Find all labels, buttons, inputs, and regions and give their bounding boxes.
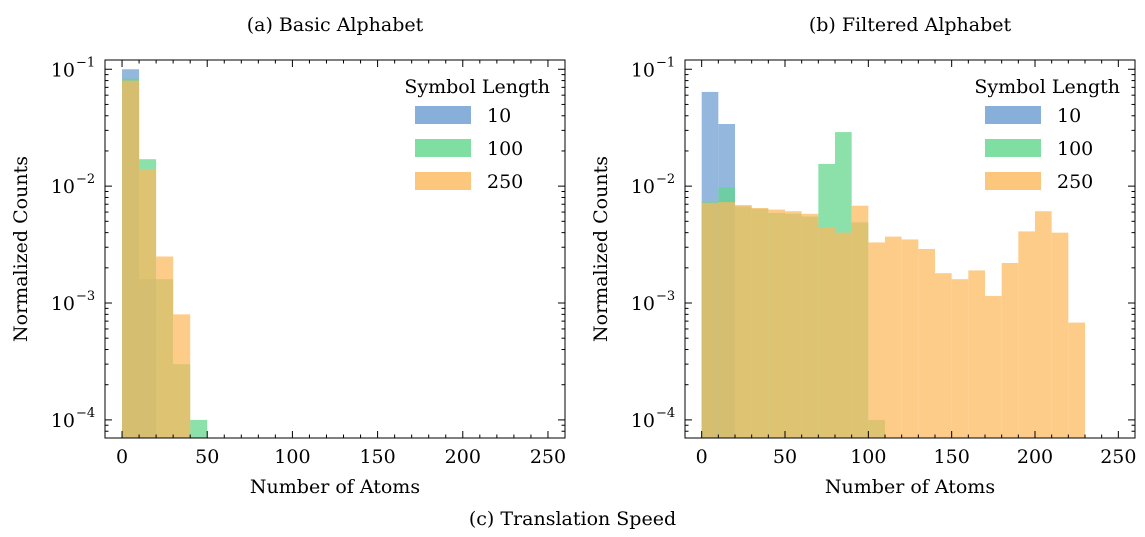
bar-series-250-bin-20 <box>1035 211 1052 438</box>
x-tick-label: 0 <box>696 446 708 468</box>
y-tick-base: 10 <box>631 410 655 432</box>
bar-series-100-bin-4 <box>190 419 208 438</box>
y-tick-base: 10 <box>631 176 655 198</box>
legend-swatch-10 <box>985 106 1041 124</box>
y-tick-exponent: −2 <box>656 172 675 187</box>
bar-series-250-bin-18 <box>1001 262 1019 438</box>
bar-series-250-bin-6 <box>801 213 819 438</box>
bar-series-250-bin-3 <box>751 208 769 438</box>
x-tick-label: 50 <box>195 446 219 468</box>
bar-series-250-bin-1 <box>139 169 157 438</box>
legend-label-100: 100 <box>1057 138 1093 160</box>
y-tick-exponent: −1 <box>656 55 675 70</box>
bar-series-250-bin-0 <box>701 202 719 438</box>
y-tick-base: 10 <box>51 293 75 315</box>
x-tick-label: 0 <box>116 446 128 468</box>
x-axis-label: Number of Atoms <box>825 476 995 498</box>
figure-caption: (c) Translation Speed <box>468 508 677 530</box>
y-tick-base: 10 <box>631 59 655 81</box>
y-tick-label: 10 <box>51 176 75 198</box>
x-axis-label: Number of Atoms <box>250 476 420 498</box>
bar-series-250-bin-2 <box>735 204 752 438</box>
y-tick-base: 10 <box>51 176 75 198</box>
x-tick-label: 150 <box>934 446 970 468</box>
legend-swatch-100 <box>985 139 1041 157</box>
legend-swatch-10 <box>415 106 471 124</box>
x-tick-label: 100 <box>274 446 310 468</box>
x-tick-label: 250 <box>530 446 566 468</box>
legend-title: Symbol Length <box>404 76 550 98</box>
bar-series-250-bin-0 <box>122 80 140 438</box>
legend-label-250: 250 <box>487 171 523 193</box>
legend-swatch-250 <box>985 172 1041 190</box>
bar-series-250-bin-3 <box>173 314 191 438</box>
x-tick-label: 150 <box>359 446 395 468</box>
bar-series-250-bin-1 <box>718 202 735 438</box>
panel-filtered-alphabet: (b) Filtered Alphabet 0 50 100 150 200 250 10 −1… <box>580 0 1145 500</box>
y-tick-base: 10 <box>631 293 655 315</box>
y-axis-label: Normalized Counts <box>590 156 612 342</box>
bar-series-250-bin-11 <box>885 236 902 438</box>
x-tick-label: 100 <box>850 446 886 468</box>
y-tick-exponent: −4 <box>656 406 675 421</box>
y-tick-exponent: −4 <box>76 406 95 421</box>
bar-series-250-bin-13 <box>918 248 935 438</box>
legend-label-100: 100 <box>487 138 523 160</box>
histogram-bars <box>701 91 1085 439</box>
bar-series-250-bin-10 <box>868 242 885 438</box>
legend-label-10: 10 <box>1057 105 1081 127</box>
legend: Symbol Length 10 100 250 <box>974 76 1120 193</box>
bar-series-250-bin-8 <box>835 232 852 438</box>
y-tick-label: 10 <box>631 410 655 432</box>
y-tick-exponent: −2 <box>76 172 95 187</box>
bar-series-250-bin-21 <box>1051 232 1069 438</box>
y-tick-label: 10 <box>631 59 655 81</box>
bar-series-250-bin-5 <box>785 211 802 438</box>
y-tick-base: 10 <box>51 410 75 432</box>
y-tick-base: 10 <box>51 59 75 81</box>
y-tick-label: 10 <box>631 176 655 198</box>
bar-series-250-bin-4 <box>768 209 785 438</box>
histogram-bars <box>122 69 208 439</box>
bar-series-250-bin-19 <box>1018 231 1035 438</box>
legend-label-250: 250 <box>1057 171 1093 193</box>
bar-series-250-bin-7 <box>818 227 835 438</box>
y-tick-label: 10 <box>51 59 75 81</box>
y-tick-label: 10 <box>631 293 655 315</box>
y-tick-exponent: −3 <box>656 289 675 304</box>
plot-frame <box>104 59 566 439</box>
bar-series-250-bin-2 <box>156 256 174 438</box>
x-tick-label: 200 <box>1017 446 1053 468</box>
legend: Symbol Length 10 100 250 <box>404 76 550 193</box>
chart-title: (b) Filtered Alphabet <box>809 14 1012 36</box>
bar-series-250-bin-14 <box>935 273 952 438</box>
x-tick-label: 250 <box>1100 446 1136 468</box>
y-tick-exponent: −3 <box>76 289 95 304</box>
legend-title: Symbol Length <box>974 76 1120 98</box>
panel-basic-alphabet: (a) Basic Alphabet 0 50 100 150 200 250 10 −1 10−… <box>0 0 575 500</box>
y-tick-label: 10 <box>51 410 75 432</box>
bar-series-250-bin-17 <box>985 295 1002 438</box>
bar-series-250-bin-22 <box>1068 322 1085 438</box>
y-tick-label: 10 <box>51 293 75 315</box>
plot-frame <box>684 59 1136 439</box>
legend-swatch-250 <box>415 172 471 190</box>
x-tick-label: 50 <box>773 446 797 468</box>
legend-label-10: 10 <box>487 105 511 127</box>
y-tick-exponent: −1 <box>76 55 95 70</box>
legend-swatch-100 <box>415 139 471 157</box>
y-axis-label: Normalized Counts <box>10 156 32 342</box>
x-tick-label: 200 <box>445 446 481 468</box>
chart-title: (a) Basic Alphabet <box>247 14 424 36</box>
bar-series-250-bin-9 <box>851 205 869 438</box>
bar-series-250-bin-15 <box>951 279 969 438</box>
bar-series-250-bin-16 <box>968 270 985 438</box>
bar-series-250-bin-12 <box>901 239 919 438</box>
